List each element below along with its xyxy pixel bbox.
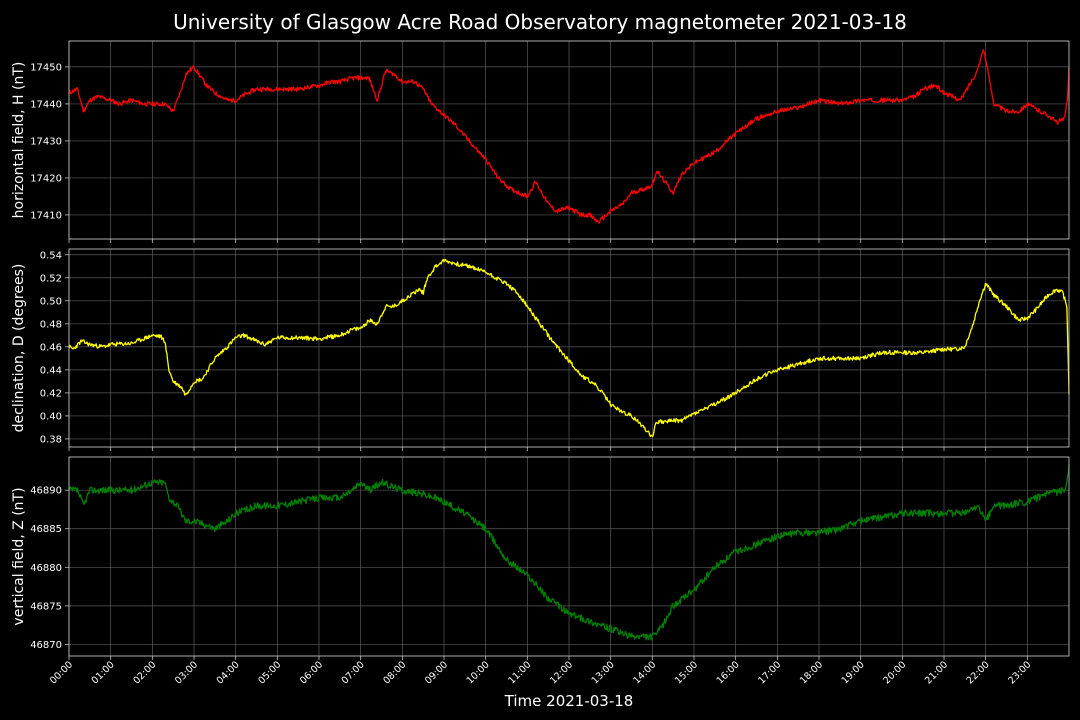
y-axis-label: vertical field, Z (nT) [11, 487, 27, 625]
chart-title: University of Glasgow Acre Road Observat… [173, 10, 907, 34]
y-tick-label: 46890 [30, 486, 62, 497]
y-tick-label: 0.42 [40, 388, 62, 399]
series-line-3 [68, 464, 1070, 641]
y-tick-label: 0.44 [40, 365, 62, 376]
panel-frame [68, 248, 1070, 448]
y-tick-label: 0.50 [40, 296, 62, 307]
panel-frame [68, 456, 1070, 657]
series-line-2 [68, 258, 1070, 438]
y-tick-label: 17410 [30, 210, 62, 221]
y-tick-label: 46885 [30, 524, 62, 535]
y-tick-label: 46870 [30, 640, 62, 651]
x-axis-label: Time 2021-03-18 [504, 692, 634, 710]
y-tick-label: 17440 [30, 99, 62, 110]
y-tick-label: 0.38 [40, 434, 62, 445]
y-tick-label: 17450 [30, 62, 62, 73]
y-axis-label: declination, D (degrees) [11, 264, 27, 433]
panel-frame [68, 40, 1070, 240]
y-tick-label: 17430 [30, 136, 62, 147]
y-tick-label: 0.54 [40, 250, 62, 261]
y-tick-label: 17420 [30, 173, 62, 184]
y-tick-label: 46880 [30, 563, 62, 574]
y-axis-label: horizontal field, H (nT) [11, 62, 27, 219]
y-tick-label: 0.48 [40, 319, 62, 330]
series-line-1 [68, 49, 1070, 224]
y-tick-label: 0.40 [40, 411, 62, 422]
y-tick-label: 0.52 [40, 273, 62, 284]
y-tick-label: 46875 [30, 601, 62, 612]
panel-2: 0.38 0.40 0.42 0.44 0.46 0.48 0.50 0.52 0.54 decl… [11, 248, 1070, 451]
y-tick-label: 0.46 [40, 342, 62, 353]
